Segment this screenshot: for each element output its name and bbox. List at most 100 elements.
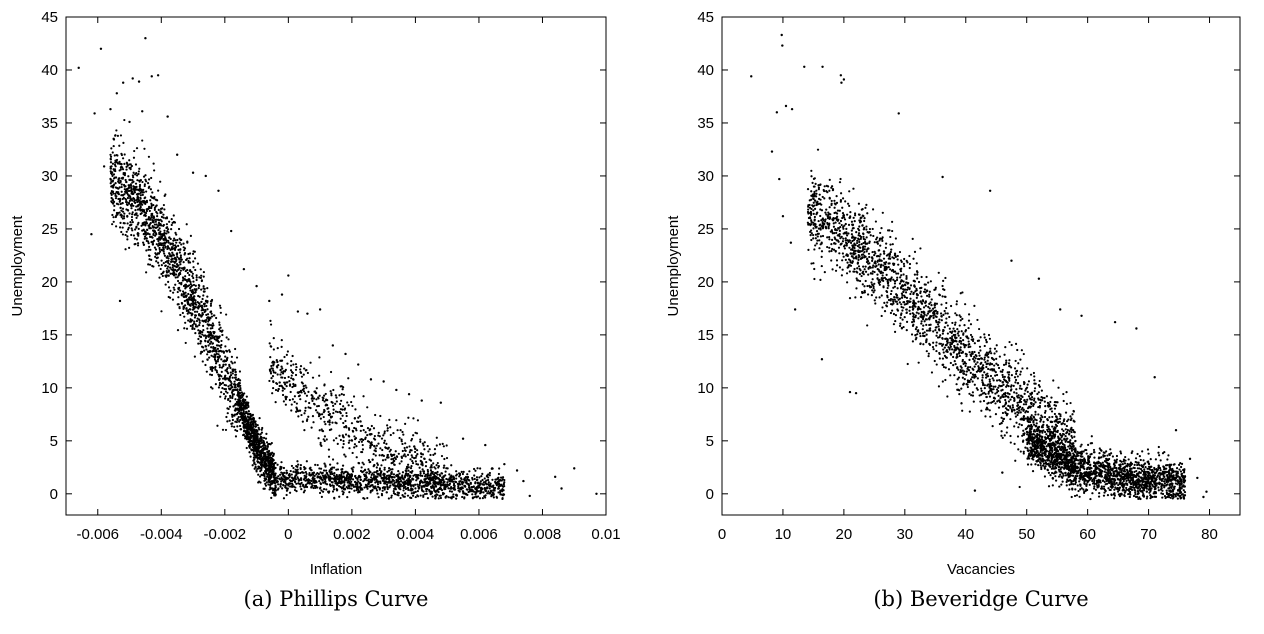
data-point [342,475,345,478]
data-point [402,433,405,436]
data-point [370,424,373,428]
data-point [252,442,256,445]
data-point [478,476,481,479]
data-point [403,475,407,478]
data-point [217,189,220,192]
data-point [334,394,337,397]
data-point [303,489,306,492]
data-point [249,438,252,442]
data-point [374,475,377,479]
data-point [214,368,217,371]
data-point [215,344,219,347]
data-point [169,243,172,246]
data-point [202,334,206,337]
data-point [295,472,298,475]
data-point [121,226,124,229]
data-point [159,267,162,271]
data-point [280,339,283,342]
data-point [200,350,203,353]
data-point [161,207,164,210]
data-point [487,473,490,476]
data-point [947,368,951,371]
data-point [419,472,422,475]
data-point [413,445,416,448]
data-point [195,288,198,291]
data-point [131,229,134,232]
data-point [965,373,968,376]
data-point [178,267,181,270]
data-point [234,373,237,376]
data-point [228,377,231,381]
data-point [192,260,195,263]
data-point [303,466,306,469]
data-point [354,427,357,430]
data-point [355,456,358,459]
data-point [282,475,285,478]
data-point [174,283,177,286]
data-point [160,259,163,262]
data-point [135,199,138,202]
data-point [202,294,205,297]
data-point [325,476,328,479]
data-point [352,485,356,488]
data-point [125,203,128,206]
data-point [127,226,130,229]
data-point [448,473,451,476]
data-point [111,191,114,194]
data-point [225,350,228,353]
data-point [145,209,149,213]
data-point [237,385,240,388]
data-point [138,185,141,188]
data-point [426,488,429,491]
data-point [123,222,126,225]
data-point [405,446,409,449]
data-point [169,237,172,241]
data-point [292,470,295,473]
data-point [368,429,371,432]
data-point [390,475,393,478]
data-point [250,429,253,433]
data-point [407,478,410,481]
data-point [297,463,300,466]
data-point [129,197,132,200]
data-point [175,262,179,266]
data-point [401,449,404,453]
data-point [415,473,418,477]
data-point [400,460,403,463]
data-point [153,196,156,199]
data-point [148,185,151,188]
data-point [367,482,370,485]
data-point [277,487,280,490]
data-point [121,202,124,205]
data-point [489,482,492,485]
data-point [290,377,293,380]
data-point [370,441,373,444]
data-point [180,267,184,270]
data-point [917,317,920,320]
data-point [275,365,279,368]
data-point [374,447,377,450]
data-point [132,156,136,159]
data-point [264,484,268,487]
data-point [319,471,322,474]
data-point [427,481,430,484]
data-point [119,166,122,169]
panel-beveridge-curve: 0 10 20 30 40 50 60 70 80051015202530354045Vacan… [665,9,1241,611]
data-point [274,486,277,489]
data-point [407,463,410,466]
data-point [281,473,284,476]
data-point [243,435,247,438]
data-point [228,388,231,391]
data-point [274,493,277,496]
data-point [432,481,435,484]
data-point [345,475,348,478]
data-point [358,440,361,444]
data-point [130,227,133,230]
data-point [770,150,774,153]
data-point [323,462,326,465]
data-point [226,391,229,394]
data-point [126,228,130,231]
data-point [389,484,392,487]
data-point [118,211,121,214]
data-point [147,178,151,181]
